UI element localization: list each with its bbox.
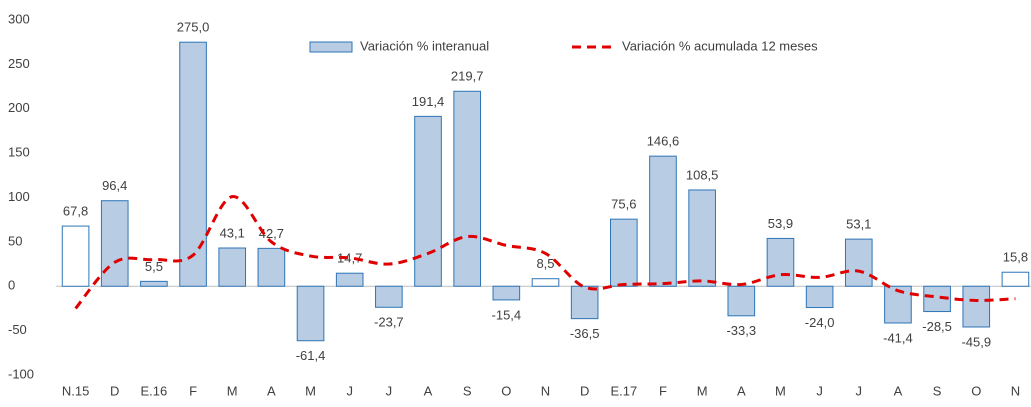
x-tick-label: S [463, 383, 472, 398]
data-label: 42,7 [259, 226, 284, 241]
bar [570, 285, 599, 320]
data-label: -41,4 [883, 330, 913, 345]
data-label: 67,8 [63, 204, 88, 219]
data-label: -15,4 [492, 307, 522, 322]
bar [610, 218, 638, 287]
x-tick-label: M [697, 383, 708, 398]
y-tick-label: -100 [8, 366, 34, 381]
bar [688, 189, 716, 287]
x-tick-label: M [227, 383, 238, 398]
bar [1001, 271, 1030, 287]
bar [727, 285, 756, 317]
legend-swatch [309, 41, 353, 53]
y-tick-label: 50 [8, 233, 22, 248]
data-label: -24,0 [805, 315, 835, 330]
data-label: -28,5 [922, 319, 952, 334]
data-label: 191,4 [412, 94, 445, 109]
legend-label: Variación % acumulada 12 meses [622, 38, 818, 53]
bar [766, 237, 795, 287]
bar [100, 200, 129, 287]
data-label: 8,5 [536, 256, 554, 271]
x-tick-label: F [189, 383, 197, 398]
bar [844, 238, 873, 287]
y-tick-label: 100 [8, 189, 30, 204]
x-tick-label: N [541, 383, 550, 398]
bar [649, 155, 677, 287]
y-tick-label: 150 [8, 145, 30, 160]
x-tick-label: N [1011, 383, 1020, 398]
x-tick-label: M [305, 383, 316, 398]
bar [140, 280, 168, 287]
bar [492, 285, 521, 301]
x-tick-label: F [659, 383, 667, 398]
x-tick-label: N.15 [62, 383, 89, 398]
data-label: 275,0 [177, 20, 210, 35]
y-tick-label: 0 [8, 278, 15, 293]
data-label: 146,6 [647, 134, 680, 149]
bar [414, 115, 442, 287]
data-label: 14,7 [337, 251, 362, 266]
bar [218, 247, 247, 287]
data-label: -61,4 [296, 348, 326, 363]
bar [257, 247, 286, 287]
data-label: 96,4 [102, 178, 127, 193]
y-tick-label: 300 [8, 11, 30, 26]
line [74, 195, 1016, 310]
legend-label: Variación % interanual [360, 38, 489, 53]
x-tick-label: J [386, 383, 393, 398]
data-label: 219,7 [451, 69, 484, 84]
data-label: 15,8 [1003, 250, 1028, 265]
x-tick-label: J [816, 383, 823, 398]
bar [296, 285, 325, 342]
x-tick-label: O [971, 383, 981, 398]
x-tick-label: O [501, 383, 511, 398]
data-label: -45,9 [961, 334, 991, 349]
x-tick-label: A [267, 383, 276, 398]
bar [179, 41, 207, 287]
data-label: -23,7 [374, 315, 404, 330]
x-tick-label: E.16 [141, 383, 168, 398]
data-label: 53,9 [768, 216, 793, 231]
bar [531, 278, 560, 287]
bar [335, 272, 364, 287]
bar [962, 285, 991, 328]
y-tick-label: 200 [8, 100, 30, 115]
bar [453, 90, 481, 287]
x-tick-label: M [775, 383, 786, 398]
data-label: 43,1 [220, 225, 245, 240]
bar [884, 285, 912, 324]
x-tick-label: A [424, 383, 433, 398]
bar [375, 285, 403, 308]
x-tick-label: E.17 [610, 383, 637, 398]
x-tick-label: J [346, 383, 353, 398]
x-tick-label: A [737, 383, 746, 398]
data-label: -36,5 [570, 326, 600, 341]
x-tick-label: D [580, 383, 589, 398]
data-label: 5,5 [145, 259, 163, 274]
x-tick-label: A [894, 383, 903, 398]
x-tick-label: D [110, 383, 119, 398]
data-label: 108,5 [686, 167, 719, 182]
y-tick-label: 250 [8, 56, 30, 71]
y-tick-label: -50 [8, 322, 27, 337]
bar [805, 285, 834, 309]
x-tick-label: S [933, 383, 942, 398]
bar [61, 225, 90, 287]
data-label: 53,1 [846, 217, 871, 232]
x-tick-label: J [856, 383, 863, 398]
data-label: -33,3 [726, 323, 756, 338]
data-label: 75,6 [611, 197, 636, 212]
